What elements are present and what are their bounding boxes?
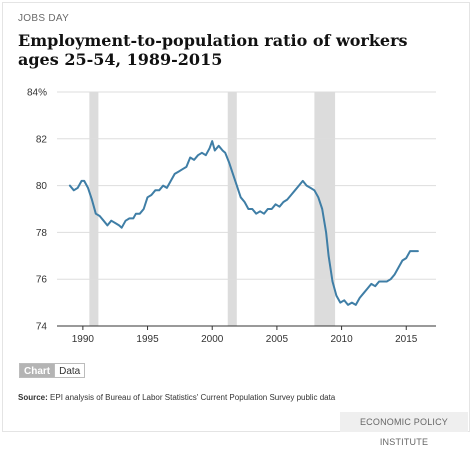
source-label: Source: bbox=[18, 393, 48, 402]
y-tick-label: 76 bbox=[36, 275, 48, 286]
chart-title: Employment-to-population ratio of worker… bbox=[18, 31, 408, 69]
kicker: JOBS DAY bbox=[18, 13, 70, 24]
y-tick-label: 80 bbox=[36, 181, 48, 192]
tab-chart[interactable]: Chart bbox=[19, 363, 56, 378]
brand-logo[interactable]: ECONOMIC POLICY INSTITUTE bbox=[340, 412, 468, 447]
view-tabs: Chart Data bbox=[19, 363, 86, 378]
x-tick-label: 2005 bbox=[266, 334, 289, 345]
x-tick-label: 2015 bbox=[395, 334, 418, 345]
y-tick-label: 82 bbox=[36, 134, 48, 145]
x-tick-label: 1990 bbox=[72, 334, 95, 345]
series-line bbox=[68, 140, 419, 306]
x-tick-label: 2010 bbox=[330, 334, 353, 345]
y-tick-label: 74 bbox=[36, 322, 48, 333]
x-tick-label: 2000 bbox=[201, 334, 224, 345]
y-tick-label: 78 bbox=[36, 228, 48, 239]
tab-data[interactable]: Data bbox=[55, 363, 86, 378]
source-note: Source: EPI analysis of Bureau of Labor … bbox=[18, 393, 335, 402]
x-tick-label: 1995 bbox=[136, 334, 159, 345]
y-tick-label: 84% bbox=[27, 88, 47, 99]
recession-band bbox=[314, 92, 336, 326]
line-chart: 84% 82 80 78 76 74 1990 1995 2000 2005 2010 2015 bbox=[27, 88, 436, 345]
source-text: EPI analysis of Bureau of Labor Statisti… bbox=[47, 393, 336, 402]
recession-band bbox=[227, 92, 237, 326]
